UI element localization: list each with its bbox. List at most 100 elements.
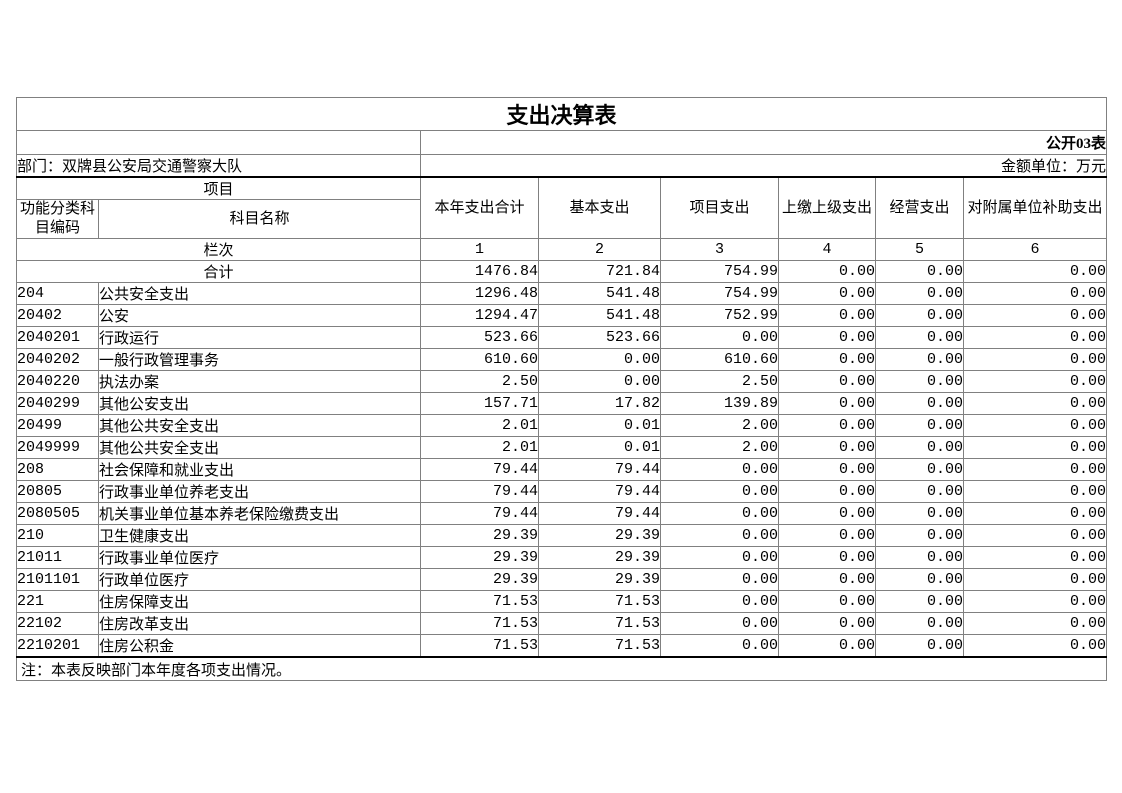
row-value: 0.00 <box>962 546 1108 569</box>
rank-number: 6 <box>962 238 1108 261</box>
row-value: 0.00 <box>875 370 964 393</box>
row-subject-name: 一般行政管理事务 <box>98 348 421 371</box>
row-value: 0.00 <box>875 568 964 591</box>
row-code: 2040202 <box>16 348 99 371</box>
row-subject-name: 公共安全支出 <box>98 282 421 305</box>
table-row: 2049999 其他公共安全支出 2.01 0.01 2.00 0.00 0.00 0.00 <box>16 436 1108 459</box>
row-value: 2.00 <box>660 414 779 437</box>
row-subject-name: 其他公共安全支出 <box>98 436 421 459</box>
row-value: 17.82 <box>538 392 661 415</box>
rank-number: 1 <box>420 238 539 261</box>
row-value: 0.00 <box>962 502 1108 525</box>
row-value: 0.00 <box>778 480 876 503</box>
total-value: 0.00 <box>778 260 876 283</box>
row-value: 29.39 <box>538 546 661 569</box>
row-value: 0.00 <box>660 568 779 591</box>
row-value: 0.00 <box>962 370 1108 393</box>
column-header-basic: 基本支出 <box>538 176 661 239</box>
row-value: 610.60 <box>660 348 779 371</box>
pub-row-empty-cell <box>16 130 421 155</box>
row-subject-name: 其他公共安全支出 <box>98 414 421 437</box>
meta-row: 部门：双牌县公安局交通警察大队 金额单位：万元 <box>16 154 1108 178</box>
total-value: 0.00 <box>962 260 1108 283</box>
table-row: 20805 行政事业单位养老支出 79.44 79.44 0.00 0.00 0.00 0.0… <box>16 480 1108 503</box>
row-value: 0.00 <box>962 304 1108 327</box>
rank-number: 5 <box>875 238 964 261</box>
table-row: 21011 行政事业单位医疗 29.39 29.39 0.00 0.00 0.00 0.00 <box>16 546 1108 569</box>
note-row: 注：本表反映部门本年度各项支出情况。 <box>15 656 1108 681</box>
row-subject-name: 住房保障支出 <box>98 590 421 613</box>
row-value: 0.00 <box>875 612 964 635</box>
row-value: 29.39 <box>538 568 661 591</box>
row-value: 0.00 <box>778 458 876 481</box>
row-code: 2080505 <box>16 502 99 525</box>
row-value: 0.00 <box>660 634 779 658</box>
row-subject-name: 执法办案 <box>98 370 421 393</box>
row-subject-name: 住房公积金 <box>98 634 421 658</box>
rank-number: 4 <box>778 238 876 261</box>
row-value: 0.00 <box>778 590 876 613</box>
row-value: 71.53 <box>420 612 539 635</box>
row-code: 20402 <box>16 304 99 327</box>
row-value: 610.60 <box>420 348 539 371</box>
table-row: 210 卫生健康支出 29.39 29.39 0.00 0.00 0.00 0.00 <box>16 524 1108 547</box>
row-subject-name: 行政单位医疗 <box>98 568 421 591</box>
row-value: 71.53 <box>420 634 539 658</box>
row-value: 139.89 <box>660 392 779 415</box>
name-column-header: 科目名称 <box>98 199 421 239</box>
row-value: 79.44 <box>538 458 661 481</box>
table-row: 2210201 住房公积金 71.53 71.53 0.00 0.00 0.00 0.00 <box>16 634 1108 658</box>
table-row: 2080505 机关事业单位基本养老保险缴费支出 79.44 79.44 0.00 0.0… <box>16 502 1108 525</box>
row-value: 0.00 <box>660 480 779 503</box>
table-row: 2040220 执法办案 2.50 0.00 2.50 0.00 0.00 0.00 <box>16 370 1108 393</box>
row-value: 0.00 <box>875 480 964 503</box>
row-value: 0.00 <box>875 326 964 349</box>
page-title: 支出决算表 <box>15 97 1108 131</box>
expenditure-table: 支出决算表 公开03表 部门：双牌县公安局交通警察大队 金额单位：万元 项目 本… <box>15 97 1108 681</box>
row-value: 157.71 <box>420 392 539 415</box>
row-value: 0.00 <box>660 546 779 569</box>
row-value: 0.00 <box>660 326 779 349</box>
rank-row: 栏次 1 2 3 4 5 6 <box>16 238 1108 261</box>
table-row: 20499 其他公共安全支出 2.01 0.01 2.00 0.00 0.00 0.00 <box>16 414 1108 437</box>
row-code: 22102 <box>16 612 99 635</box>
row-value: 0.00 <box>875 590 964 613</box>
row-value: 0.00 <box>962 634 1108 658</box>
row-value: 29.39 <box>538 524 661 547</box>
row-value: 0.00 <box>962 458 1108 481</box>
row-value: 79.44 <box>420 458 539 481</box>
row-value: 1294.47 <box>420 304 539 327</box>
row-value: 0.00 <box>875 458 964 481</box>
row-value: 0.00 <box>875 392 964 415</box>
project-header-row: 项目 本年支出合计 基本支出 项目支出 上缴上级支出 经营支出 对附属单位补助支… <box>16 176 1108 239</box>
row-value: 0.00 <box>875 414 964 437</box>
row-code: 20805 <box>16 480 99 503</box>
row-subject-name: 行政事业单位医疗 <box>98 546 421 569</box>
column-header-operating: 经营支出 <box>875 176 964 239</box>
row-value: 0.00 <box>778 546 876 569</box>
row-value: 29.39 <box>420 546 539 569</box>
row-value: 2.00 <box>660 436 779 459</box>
public-label-row: 公开03表 <box>16 130 1108 155</box>
row-value: 1296.48 <box>420 282 539 305</box>
row-value: 0.00 <box>962 282 1108 305</box>
row-value: 0.00 <box>962 348 1108 371</box>
row-value: 0.00 <box>875 436 964 459</box>
row-code: 2040201 <box>16 326 99 349</box>
row-value: 0.00 <box>660 612 779 635</box>
rank-label: 栏次 <box>16 238 421 261</box>
table-row: 221 住房保障支出 71.53 71.53 0.00 0.00 0.00 0.00 <box>16 590 1108 613</box>
column-header-total: 本年支出合计 <box>420 176 539 239</box>
row-value: 523.66 <box>538 326 661 349</box>
table-row: 22102 住房改革支出 71.53 71.53 0.00 0.00 0.00 0.00 <box>16 612 1108 635</box>
row-value: 0.00 <box>875 502 964 525</box>
row-value: 0.00 <box>778 436 876 459</box>
total-value: 1476.84 <box>420 260 539 283</box>
row-value: 541.48 <box>538 282 661 305</box>
row-value: 0.00 <box>875 304 964 327</box>
row-value: 29.39 <box>420 524 539 547</box>
row-value: 0.00 <box>778 612 876 635</box>
row-code: 2101101 <box>16 568 99 591</box>
row-value: 0.00 <box>778 634 876 658</box>
row-value: 2.01 <box>420 436 539 459</box>
